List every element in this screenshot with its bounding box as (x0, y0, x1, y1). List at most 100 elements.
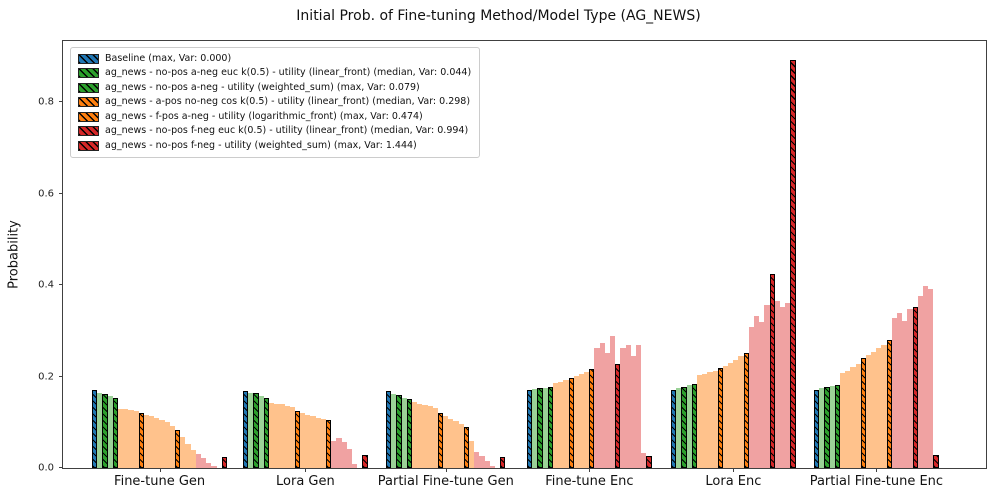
bar-orange-pale (310, 416, 316, 468)
bar-orange-pale (143, 414, 150, 468)
bar-orange-pale (722, 365, 729, 468)
bar-orange-pale (123, 409, 129, 468)
bar-green-pale (401, 397, 407, 468)
bar-group (671, 59, 796, 468)
bar-green-pale (542, 387, 548, 468)
x-tick-label: Fine-tune Enc (545, 474, 634, 489)
bar-orange-pale (300, 413, 306, 468)
legend: Baseline (max, Var: 0.000) ag_news - no-p… (70, 47, 481, 158)
bar-red-highlight (646, 456, 652, 468)
bar-green-highlight (824, 387, 830, 468)
bar-red-pale (479, 456, 485, 468)
bar-green-pale (258, 395, 264, 468)
bar-green-highlight (537, 388, 543, 468)
plot-area: Baseline (max, Var: 0.000) ag_news - no-p… (38, 40, 987, 489)
bar-red-pale (928, 288, 934, 468)
bar-red-pale (341, 441, 347, 468)
bar-red-pale (917, 295, 923, 468)
bar-red-pale (346, 448, 352, 468)
bar-orange-pale (443, 416, 449, 468)
bar-red-pale (610, 336, 616, 468)
x-tick-mark (589, 468, 591, 472)
bar-red-pale (211, 465, 217, 468)
legend-item: ag_news - f-pos a-neg - utility (logarit… (78, 111, 471, 123)
legend-swatch-icon (78, 111, 99, 122)
bar-red-pale (474, 452, 480, 468)
legend-swatch-icon (78, 97, 99, 108)
x-tick-mark (876, 468, 878, 472)
bar-green-highlight (102, 393, 108, 468)
bar-green-highlight (253, 393, 259, 468)
bar-green-pale (391, 394, 397, 468)
bar-orange-pale (268, 402, 275, 468)
y-tick-label: 0.4 (38, 279, 54, 291)
legend-item: ag_news - a-pos no-neg cos k(0.5) - util… (78, 96, 471, 108)
bar-red-pale (902, 320, 908, 468)
y-tick-mark (59, 101, 63, 103)
y-tick-mark (59, 467, 63, 468)
x-tick-label: Lora Enc (705, 474, 762, 489)
bar-green-pale (248, 392, 254, 468)
bar-red-pale (604, 352, 610, 468)
x-tick-label: Partial Fine-tune Enc (809, 474, 944, 489)
x-tick-label: Partial Fine-tune Gen (377, 474, 514, 489)
bar-orange-pale (411, 402, 418, 468)
bar-red-pale (594, 348, 600, 468)
legend-swatch-icon (78, 53, 99, 64)
bar-orange-highlight (326, 420, 332, 468)
bar-orange-pale (578, 373, 585, 468)
bar-red-pale (620, 347, 626, 468)
bar-red-pale (206, 462, 212, 468)
bar-red-highlight (221, 457, 227, 468)
bar-red-pale (922, 285, 929, 468)
bar-orange-pale (149, 415, 155, 468)
bar-red-highlight (933, 455, 939, 468)
bar-orange-pale (159, 419, 165, 468)
bar-orange-pale (845, 370, 851, 468)
bar-orange-pale (305, 414, 311, 468)
bar-orange-highlight (860, 358, 866, 468)
bar-orange-pale (289, 407, 295, 468)
bar-red-highlight (769, 273, 775, 468)
legend-label: ag_news - no-pos f-neg - utility (weight… (105, 139, 417, 151)
legend-label: ag_news - no-pos a-neg euc k(0.5) - util… (105, 67, 472, 79)
bar-group (386, 391, 506, 468)
legend-label: ag_news - no-pos a-neg - utility (weight… (105, 81, 420, 93)
bar-green-highlight (406, 399, 412, 468)
bar-orange-pale (448, 418, 454, 468)
legend-item: ag_news - no-pos a-neg euc k(0.5) - util… (78, 67, 471, 79)
bar-red-highlight (790, 59, 796, 468)
bar-red-highlight (362, 455, 368, 468)
bar-orange-pale (469, 441, 475, 468)
bar-orange-pale (876, 348, 882, 468)
y-tick-mark (59, 375, 63, 377)
bar-red-pale (630, 356, 636, 468)
bar-red-pale (195, 454, 201, 468)
bar-red-pale (897, 312, 903, 468)
legend-label: ag_news - f-pos a-neg - utility (logarit… (105, 110, 423, 122)
bar-green-highlight (112, 397, 118, 468)
bar-red-pale (599, 342, 605, 468)
bar-green-pale (686, 385, 692, 468)
bar-orange-pale (320, 419, 326, 468)
bar-orange-highlight (437, 413, 444, 468)
bar-orange-pale (279, 404, 285, 468)
bar-orange-pale (865, 355, 872, 468)
bar-orange-highlight (138, 412, 144, 468)
bar-red-pale (200, 458, 207, 468)
bar-red-pale (907, 308, 913, 468)
bar-green-pale (532, 389, 538, 468)
bar-red-pale (891, 318, 897, 468)
bar-green-highlight (263, 398, 269, 468)
bar-red-pale (641, 453, 647, 468)
bar-red-highlight (615, 363, 621, 468)
bar-orange-highlight (717, 368, 723, 468)
bar-red-pale (351, 464, 358, 468)
bar-group (527, 336, 652, 468)
x-tick-mark (159, 468, 161, 472)
bar-orange-pale (154, 417, 160, 468)
x-tick-label: Fine-tune Gen (114, 474, 206, 489)
bar-orange-pale (190, 449, 196, 468)
bar-baseline-blue (671, 390, 677, 468)
